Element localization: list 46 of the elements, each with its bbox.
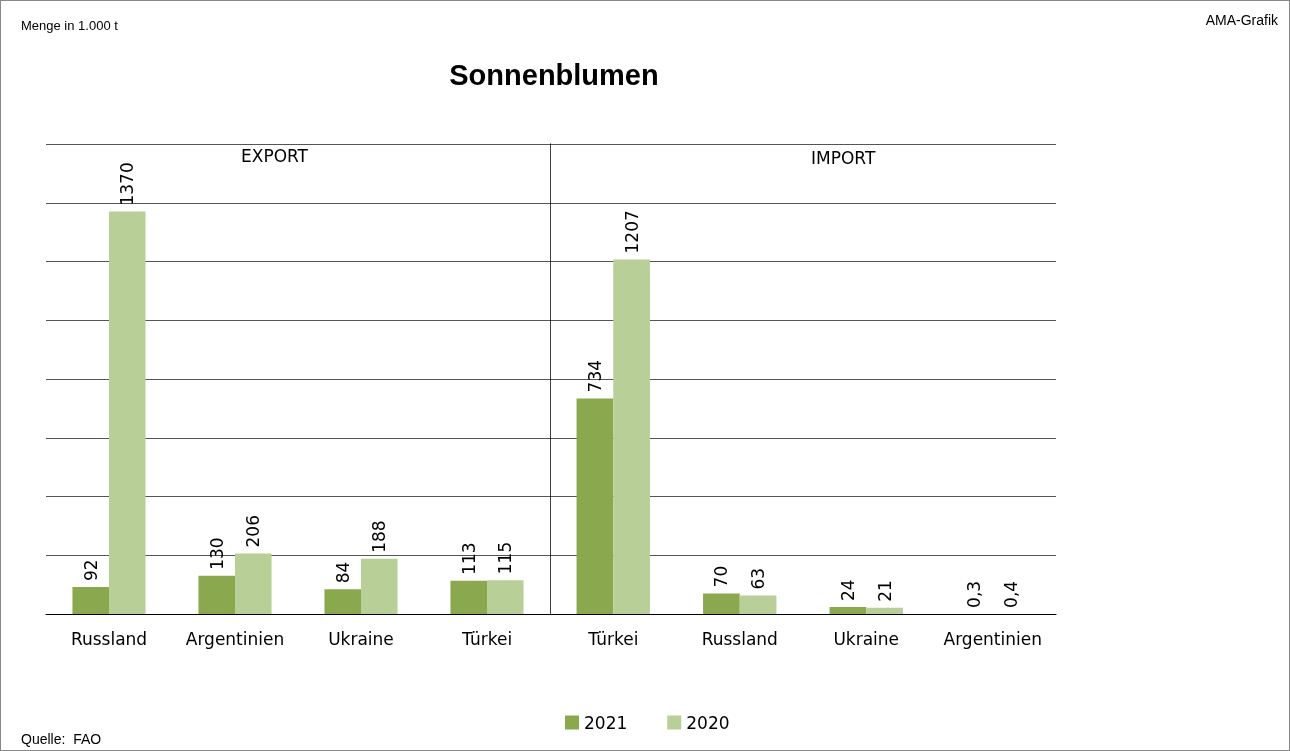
data-label: 24 <box>837 579 858 601</box>
x-tick-label: Ukraine <box>328 628 394 649</box>
data-label: 734 <box>584 359 605 393</box>
data-label: 92 <box>80 559 101 581</box>
data-label: 113 <box>458 542 479 575</box>
bar <box>361 558 398 614</box>
data-label: 1207 <box>621 210 642 254</box>
data-label: 1370 <box>117 162 138 206</box>
x-tick-label: Russland <box>70 628 148 649</box>
source-note: Quelle: FAO <box>21 731 102 747</box>
text: AMA-Grafik <box>1205 12 1279 28</box>
legend-label: 2021 <box>584 712 628 733</box>
bar <box>235 553 272 614</box>
data-label: 0,4 <box>1001 580 1022 608</box>
bar <box>576 398 614 614</box>
chart-title: Sonnenblumen <box>449 59 659 92</box>
data-label: 63 <box>748 567 769 590</box>
data-label: 84 <box>332 561 353 584</box>
data-label: 70 <box>711 565 732 588</box>
annotation: IMPORT <box>811 147 876 168</box>
bar <box>739 595 777 614</box>
x-tick-label: Russland <box>701 628 778 649</box>
bar <box>613 259 650 614</box>
bar <box>703 593 740 614</box>
bar <box>866 607 903 614</box>
data-label: 21 <box>874 580 895 602</box>
bar <box>324 589 361 614</box>
bar <box>109 211 146 614</box>
data-label: 130 <box>206 537 227 570</box>
x-tick-label: Türkei <box>587 628 639 649</box>
x-tick-label: Argentinien <box>943 628 1042 649</box>
data-label: 188 <box>369 520 390 553</box>
data-label: 115 <box>495 541 516 575</box>
x-tick-label: Ukraine <box>833 628 900 649</box>
bar <box>829 606 867 614</box>
bar <box>72 586 109 614</box>
bar <box>198 575 235 614</box>
data-label: 206 <box>243 515 264 548</box>
bar <box>450 580 487 614</box>
bar <box>487 580 524 614</box>
annotation: EXPORT <box>241 145 309 166</box>
data-label: 0,3 <box>964 580 985 608</box>
text: Menge in 1.000 t <box>21 18 119 33</box>
x-tick-label: Argentinien <box>185 628 285 649</box>
legend-label: 2020 <box>686 712 730 733</box>
x-tick-label: Türkei <box>460 628 513 649</box>
